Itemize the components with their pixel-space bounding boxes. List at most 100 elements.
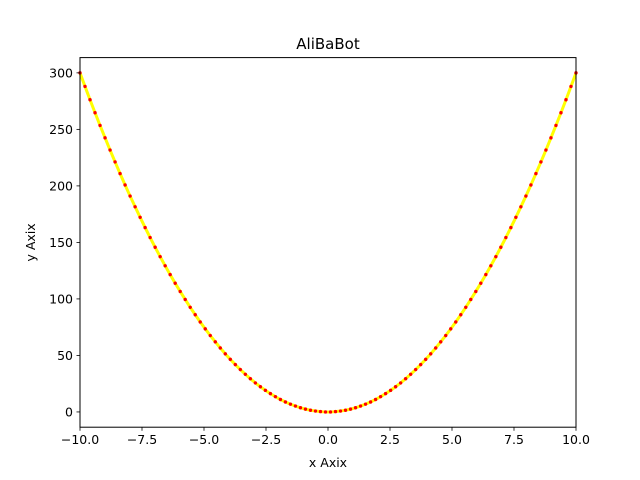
data-point xyxy=(128,194,132,198)
data-point xyxy=(393,385,398,389)
data-point xyxy=(93,111,97,115)
data-point xyxy=(133,205,137,209)
y-axis-label: y Axix xyxy=(23,223,38,261)
x-tick-label: −7.5 xyxy=(127,432,157,447)
data-point xyxy=(333,409,338,414)
x-tick-label: −5.0 xyxy=(189,432,219,447)
data-point xyxy=(423,357,428,362)
data-point xyxy=(213,340,217,344)
data-point xyxy=(218,346,222,350)
data-point xyxy=(439,340,443,344)
data-point xyxy=(519,205,523,209)
data-point xyxy=(509,225,513,230)
data-point xyxy=(539,160,543,164)
x-tick-label: 10.0 xyxy=(562,432,590,447)
data-point xyxy=(273,394,278,399)
y-tick-label: 300 xyxy=(49,65,73,80)
x-tick-label: 0.0 xyxy=(318,432,338,447)
data-point xyxy=(328,410,333,414)
data-point xyxy=(323,410,328,414)
data-point xyxy=(484,272,488,277)
data-point xyxy=(238,367,243,372)
y-tick-label: 50 xyxy=(57,348,73,363)
data-point xyxy=(429,352,433,356)
data-point xyxy=(208,333,212,338)
x-tick-label: 5.0 xyxy=(442,432,462,447)
data-point xyxy=(444,333,448,338)
series-layer xyxy=(78,71,578,414)
data-point xyxy=(469,297,473,302)
data-point xyxy=(168,272,172,277)
data-point xyxy=(494,254,498,259)
data-point xyxy=(338,409,343,413)
x-tick-label: −10.0 xyxy=(61,432,99,447)
data-point xyxy=(258,385,263,389)
data-point xyxy=(318,409,323,414)
data-point xyxy=(193,313,197,317)
data-point xyxy=(373,397,378,402)
data-point xyxy=(148,235,152,240)
data-point xyxy=(283,400,288,404)
data-point xyxy=(358,404,363,408)
data-point xyxy=(403,377,408,381)
data-point xyxy=(554,123,558,128)
data-point xyxy=(489,264,493,268)
data-point xyxy=(263,388,268,393)
data-point xyxy=(353,406,358,410)
data-point xyxy=(559,111,563,115)
data-point xyxy=(243,372,248,376)
data-point xyxy=(499,245,503,249)
data-point xyxy=(298,406,303,410)
y-axis: 0 50 100 150 200 250 300 xyxy=(49,65,80,419)
data-point xyxy=(544,148,548,152)
data-point xyxy=(529,183,533,187)
data-point xyxy=(293,404,298,408)
data-point xyxy=(138,215,142,220)
data-point xyxy=(223,352,227,356)
data-point xyxy=(268,391,273,396)
data-point xyxy=(479,281,483,285)
data-point xyxy=(178,289,182,294)
data-point xyxy=(459,313,463,317)
x-tick-label: 2.5 xyxy=(380,432,400,447)
data-point xyxy=(449,327,453,331)
data-point xyxy=(88,98,92,102)
data-point xyxy=(113,160,117,164)
data-point xyxy=(118,171,122,176)
data-point xyxy=(103,136,107,140)
data-point xyxy=(83,84,87,89)
data-point xyxy=(388,388,393,393)
data-point xyxy=(418,362,423,367)
y-tick-label: 150 xyxy=(49,235,73,250)
data-point xyxy=(313,409,318,413)
data-point xyxy=(434,346,438,350)
data-point xyxy=(198,320,202,324)
data-point xyxy=(253,381,258,385)
data-point xyxy=(408,372,413,376)
data-point xyxy=(228,357,233,362)
data-point xyxy=(504,235,508,240)
data-point xyxy=(514,215,518,220)
data-point xyxy=(464,305,468,309)
data-point xyxy=(413,367,418,372)
data-point xyxy=(368,400,373,404)
data-point xyxy=(549,136,553,140)
data-point xyxy=(173,281,177,285)
x-axis: −10.0 −7.5 −5.0 −2.5 0.0 2.5 5.0 7.5 10.0 xyxy=(61,427,590,447)
data-point xyxy=(203,327,207,331)
y-tick-label: 0 xyxy=(65,404,73,419)
data-point xyxy=(348,407,353,411)
data-point xyxy=(188,305,192,309)
data-point xyxy=(398,381,403,385)
series-line xyxy=(78,72,578,414)
data-point xyxy=(233,362,238,367)
x-axis-label: x Axix xyxy=(309,455,347,470)
data-point xyxy=(308,408,313,412)
data-point xyxy=(343,408,348,412)
data-point xyxy=(183,297,187,302)
data-point xyxy=(143,225,147,230)
data-point xyxy=(534,171,538,176)
x-tick-label: −2.5 xyxy=(251,432,281,447)
data-point xyxy=(383,391,388,396)
